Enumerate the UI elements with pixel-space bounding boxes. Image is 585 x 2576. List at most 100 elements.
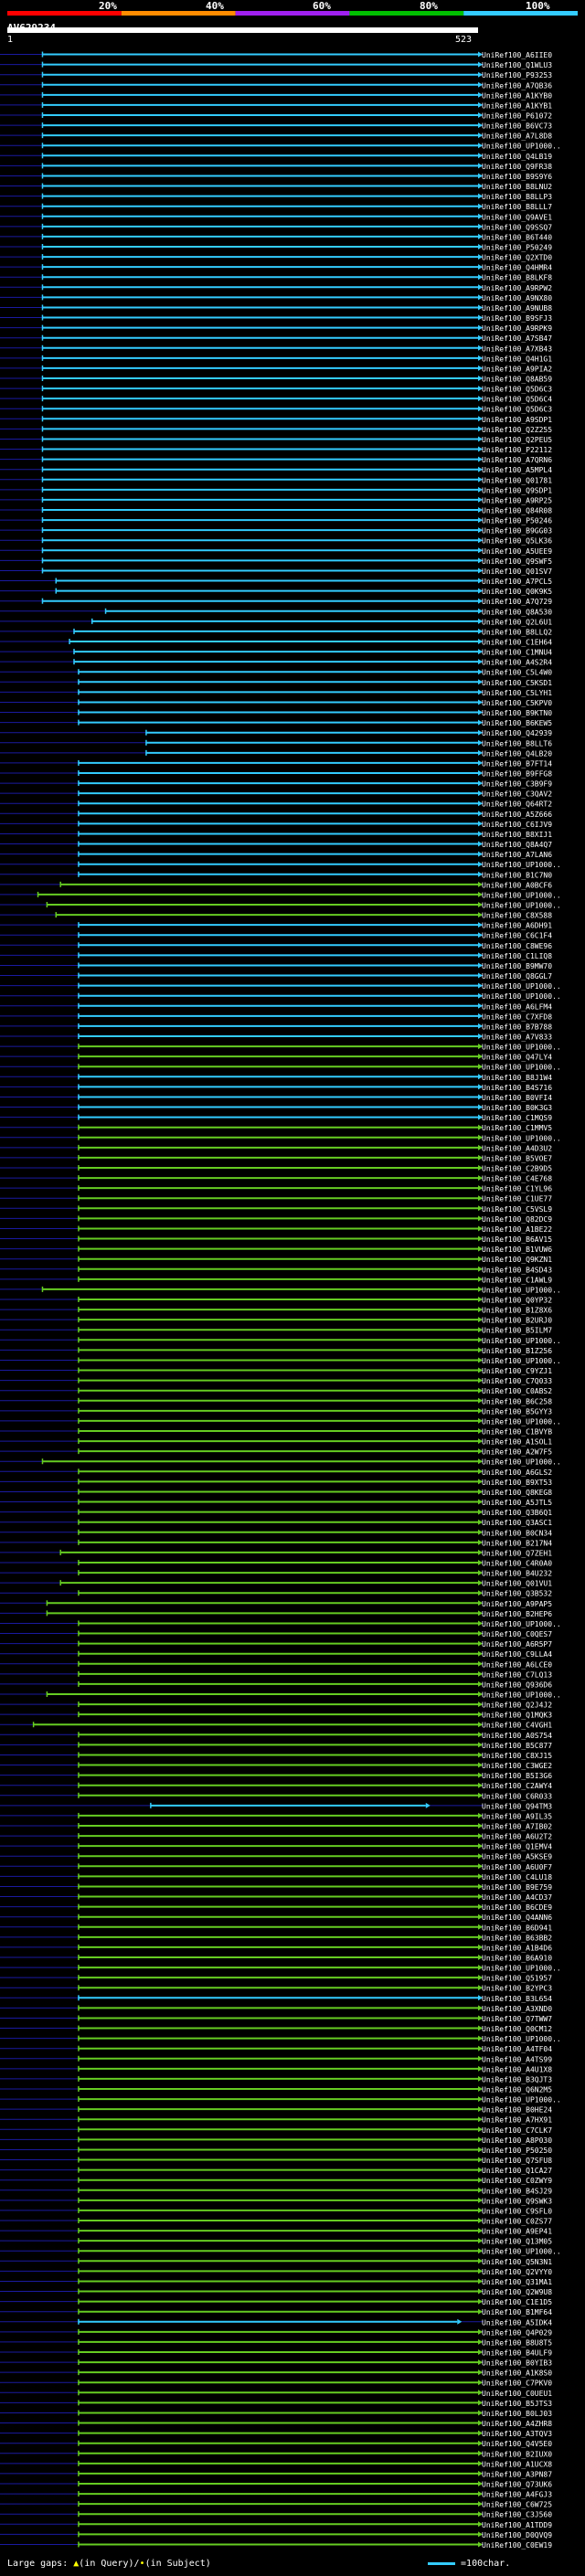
hit-arrow xyxy=(478,1175,483,1182)
hit-arrow xyxy=(478,1266,483,1272)
hit-label: UniRef100_B0YIB3 xyxy=(482,2359,552,2368)
hit-label: UniRef100_B8LLP3 xyxy=(482,193,552,201)
hit-arrow xyxy=(478,1134,483,1140)
hit-arrow xyxy=(478,2157,483,2163)
hit-label: UniRef100_C3QAV2 xyxy=(482,790,552,799)
hit-label: UniRef100_B0K3G3 xyxy=(482,1104,552,1112)
hit-label: UniRef100_C3B9F9 xyxy=(482,780,552,789)
hit-arrow xyxy=(478,1610,483,1617)
hit-label: UniRef100_C7XFD8 xyxy=(482,1012,552,1021)
hit-label: UniRef100_UP1000.. xyxy=(482,1458,561,1467)
hit-arrow xyxy=(478,476,483,482)
hit-arrow xyxy=(478,2065,483,2072)
hit-label: UniRef100_A9RPW2 xyxy=(482,284,552,292)
hit-label: UniRef100_Q94TM3 xyxy=(482,1802,552,1810)
hit-arrow xyxy=(478,699,483,705)
hit-label: UniRef100_A9RPK9 xyxy=(482,324,552,333)
hit-label: UniRef100_A7LAN6 xyxy=(482,851,552,859)
hit-label: UniRef100_A5KSE9 xyxy=(482,1853,552,1861)
hit-label: UniRef100_P93253 xyxy=(482,71,552,80)
hit-label: UniRef100_Q9SSQ7 xyxy=(482,223,552,231)
hit-arrow xyxy=(478,2207,483,2213)
hit-arrow xyxy=(478,922,483,928)
hit-arrow xyxy=(478,932,483,938)
hit-arrow xyxy=(478,426,483,432)
hit-label: UniRef100_A7QRN6 xyxy=(482,456,552,464)
hit-label: UniRef100_B9S9Y6 xyxy=(482,173,552,181)
hit-arrow xyxy=(478,861,483,867)
hit-arrow xyxy=(478,1812,483,1818)
hit-label: UniRef100_B4U232 xyxy=(482,1570,552,1578)
hit-arrow xyxy=(478,2177,483,2183)
hit-arrow xyxy=(478,1428,483,1434)
hit-arrow xyxy=(478,1712,483,1718)
hit-arrow xyxy=(478,1660,483,1667)
hit-arrow xyxy=(478,2045,483,2051)
hit-label: UniRef100_C2AWY4 xyxy=(482,1782,552,1790)
hit-arrow xyxy=(478,1144,483,1150)
identity-band-purple xyxy=(235,11,350,16)
hit-label: UniRef100_A5MPL4 xyxy=(482,466,552,474)
hit-label: UniRef100_A8P030 xyxy=(482,2136,552,2145)
hit-arrow xyxy=(478,1064,483,1070)
hit-arrow xyxy=(478,1893,483,1900)
hit-label: UniRef100_UP1000.. xyxy=(482,992,561,1001)
legend-in-subject: (in Subject) xyxy=(144,2559,211,2569)
hit-arrow xyxy=(478,1833,483,1839)
hit-arrow xyxy=(478,1519,483,1525)
hit-arrow xyxy=(478,183,483,189)
hit-arrow xyxy=(478,2238,483,2244)
hit-label: UniRef100_UP1000.. xyxy=(482,2035,561,2043)
hit-label: UniRef100_C1E1D5 xyxy=(482,2298,552,2306)
hit-label: UniRef100_B8XIJ1 xyxy=(482,831,552,839)
hit-arrow xyxy=(478,557,483,564)
hit-arrow xyxy=(478,396,483,402)
hit-label: UniRef100_B8U8T5 xyxy=(482,2338,552,2347)
hit-label: UniRef100_A5Z666 xyxy=(482,811,552,819)
hit-label: UniRef100_Q4LB20 xyxy=(482,749,552,758)
hit-arrow xyxy=(478,2359,483,2366)
hit-arrow xyxy=(478,386,483,392)
hit-label: UniRef100_A7IB02 xyxy=(482,1823,552,1831)
hit-label: UniRef100_B1VUW6 xyxy=(482,1246,552,1254)
hit-arrow xyxy=(478,871,483,877)
hit-arrow xyxy=(478,294,483,301)
hit-label: UniRef100_B6AV15 xyxy=(482,1235,552,1244)
hit-label: UniRef100_B4SJ29 xyxy=(482,2187,552,2195)
hit-arrow xyxy=(478,2035,483,2041)
hit-label: UniRef100_B3QJT3 xyxy=(482,2075,552,2083)
hit-arrow xyxy=(478,780,483,787)
hit-arrow xyxy=(478,233,483,239)
hit-arrow xyxy=(478,2440,483,2446)
hit-arrow xyxy=(478,2430,483,2436)
hit-label: UniRef100_C4E768 xyxy=(482,1175,552,1183)
hit-label: UniRef100_A7V833 xyxy=(482,1034,552,1042)
hit-arrow xyxy=(478,203,483,209)
hit-arrow xyxy=(478,2025,483,2031)
scale-tick-40: 40% xyxy=(206,0,224,12)
hit-arrow xyxy=(478,618,483,624)
hit-label: UniRef100_Q7SFU8 xyxy=(482,2157,552,2165)
hit-arrow xyxy=(478,639,483,644)
hit-arrow xyxy=(478,173,483,179)
hit-label: UniRef100_P61072 xyxy=(482,112,552,121)
hit-arrow xyxy=(478,2218,483,2223)
hit-arrow xyxy=(457,2318,463,2325)
hit-label: UniRef100_A5UEE9 xyxy=(482,547,552,556)
hit-arrow xyxy=(478,1297,483,1302)
hit-arrow xyxy=(478,1225,483,1232)
hit-label: UniRef100_Q42939 xyxy=(482,729,552,737)
hit-arrow xyxy=(478,1407,483,1414)
hit-arrow xyxy=(478,1235,483,1242)
gap-subject-marker: • xyxy=(139,2559,145,2569)
hit-arrow xyxy=(478,1955,483,1960)
hit-arrow xyxy=(478,2400,483,2406)
hit-arrow xyxy=(478,1670,483,1677)
hit-arrow xyxy=(478,1529,483,1535)
hit-arrow xyxy=(478,1843,483,1850)
hit-arrow xyxy=(478,1752,483,1758)
hit-label: UniRef100_B6VC73 xyxy=(482,122,552,131)
hit-arrow xyxy=(478,264,483,270)
hit-label: UniRef100_B8LLQ2 xyxy=(482,628,552,636)
hit-label: UniRef100_A6GLS2 xyxy=(482,1468,552,1477)
